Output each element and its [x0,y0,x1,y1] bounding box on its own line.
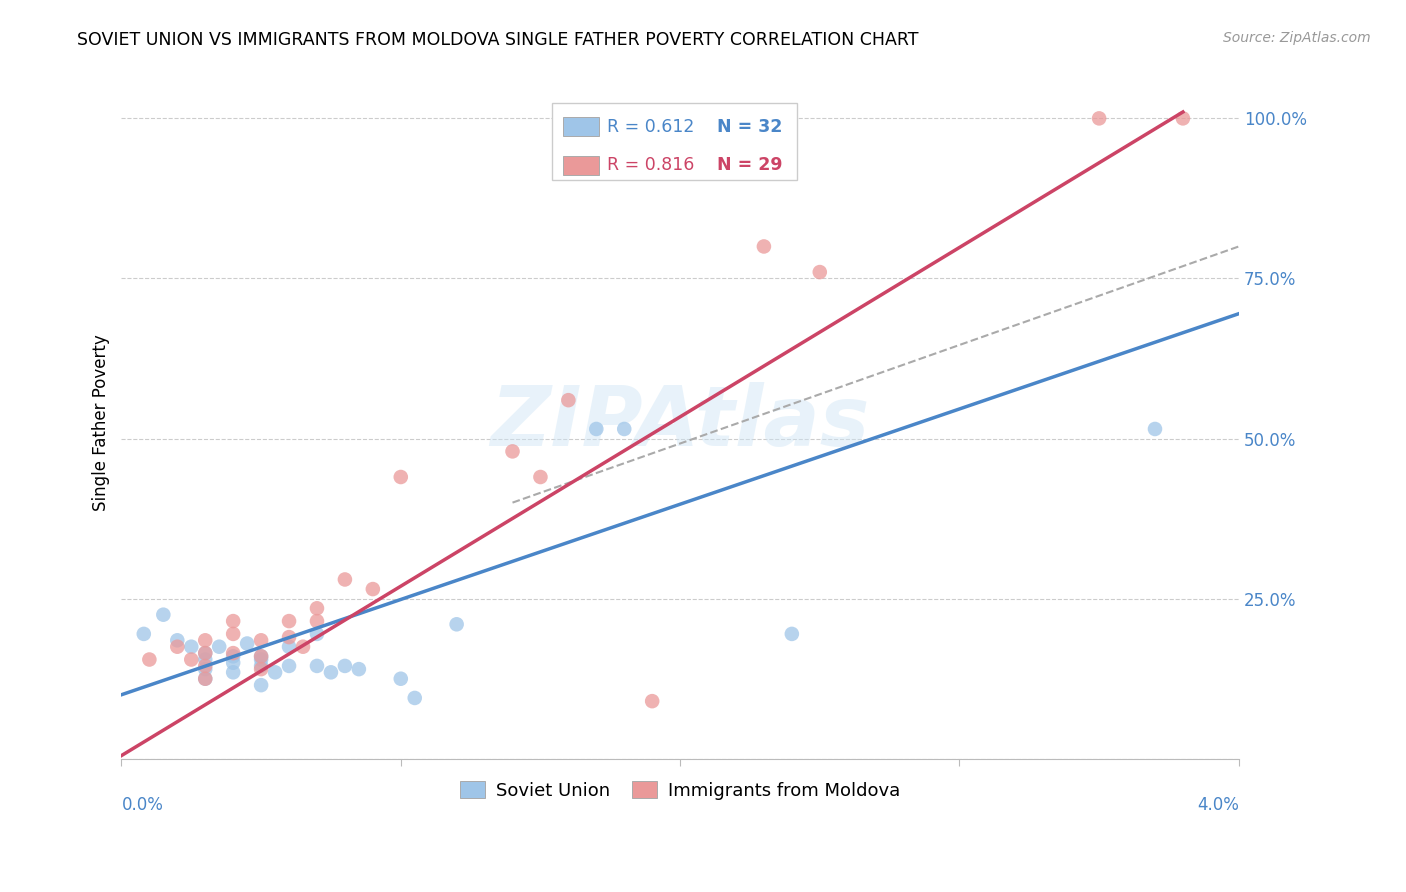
Point [347,662,370,676]
Point [250,659,273,673]
Text: Source: ZipAtlas.com: Source: ZipAtlas.com [1223,31,1371,45]
Point [292,640,315,654]
Point [166,633,188,648]
Point [305,627,328,641]
Point [222,656,245,670]
Point [319,665,342,680]
Point [250,649,273,664]
Point [278,659,301,673]
Point [808,265,831,279]
Point [305,601,328,615]
Point [180,652,202,666]
FancyBboxPatch shape [551,103,797,180]
Y-axis label: Single Father Poverty: Single Father Poverty [93,334,110,511]
Legend: Soviet Union, Immigrants from Moldova: Soviet Union, Immigrants from Moldova [453,774,907,807]
Point [250,649,273,664]
Text: ZIPAtlas: ZIPAtlas [491,382,870,463]
Point [446,617,468,632]
Point [222,665,245,680]
Point [222,646,245,660]
Point [502,444,524,458]
Text: N = 32: N = 32 [717,118,782,136]
Point [1143,422,1166,436]
Point [278,614,301,628]
FancyBboxPatch shape [562,156,599,175]
Text: 0.0%: 0.0% [121,796,163,814]
Point [194,646,217,660]
Point [557,393,579,408]
Point [222,649,245,664]
Text: R = 0.612: R = 0.612 [607,118,695,136]
Point [194,672,217,686]
Point [613,422,636,436]
Point [194,659,217,673]
Text: 4.0%: 4.0% [1197,796,1239,814]
Point [132,627,155,641]
Point [194,672,217,686]
Point [152,607,174,622]
Point [250,652,273,666]
Point [250,662,273,676]
Point [194,646,217,660]
Point [222,627,245,641]
Point [752,239,775,253]
Point [1171,112,1194,126]
Point [278,630,301,644]
Point [333,573,356,587]
Point [333,659,356,673]
Point [250,633,273,648]
Point [166,640,188,654]
Point [361,582,384,596]
Point [236,636,259,650]
Point [194,652,217,666]
Point [208,640,231,654]
Text: SOVIET UNION VS IMMIGRANTS FROM MOLDOVA SINGLE FATHER POVERTY CORRELATION CHART: SOVIET UNION VS IMMIGRANTS FROM MOLDOVA … [77,31,920,49]
Point [194,662,217,676]
Point [264,665,287,680]
Point [389,470,412,484]
Point [404,690,426,705]
Text: R = 0.816: R = 0.816 [607,156,695,174]
Point [222,614,245,628]
Text: N = 29: N = 29 [717,156,783,174]
Point [194,633,217,648]
Point [780,627,803,641]
Point [641,694,664,708]
Point [529,470,551,484]
Point [1088,112,1111,126]
Point [585,422,607,436]
Point [278,640,301,654]
Point [138,652,160,666]
Point [389,672,412,686]
Point [180,640,202,654]
Point [250,678,273,692]
Point [305,659,328,673]
Point [305,614,328,628]
FancyBboxPatch shape [562,117,599,136]
